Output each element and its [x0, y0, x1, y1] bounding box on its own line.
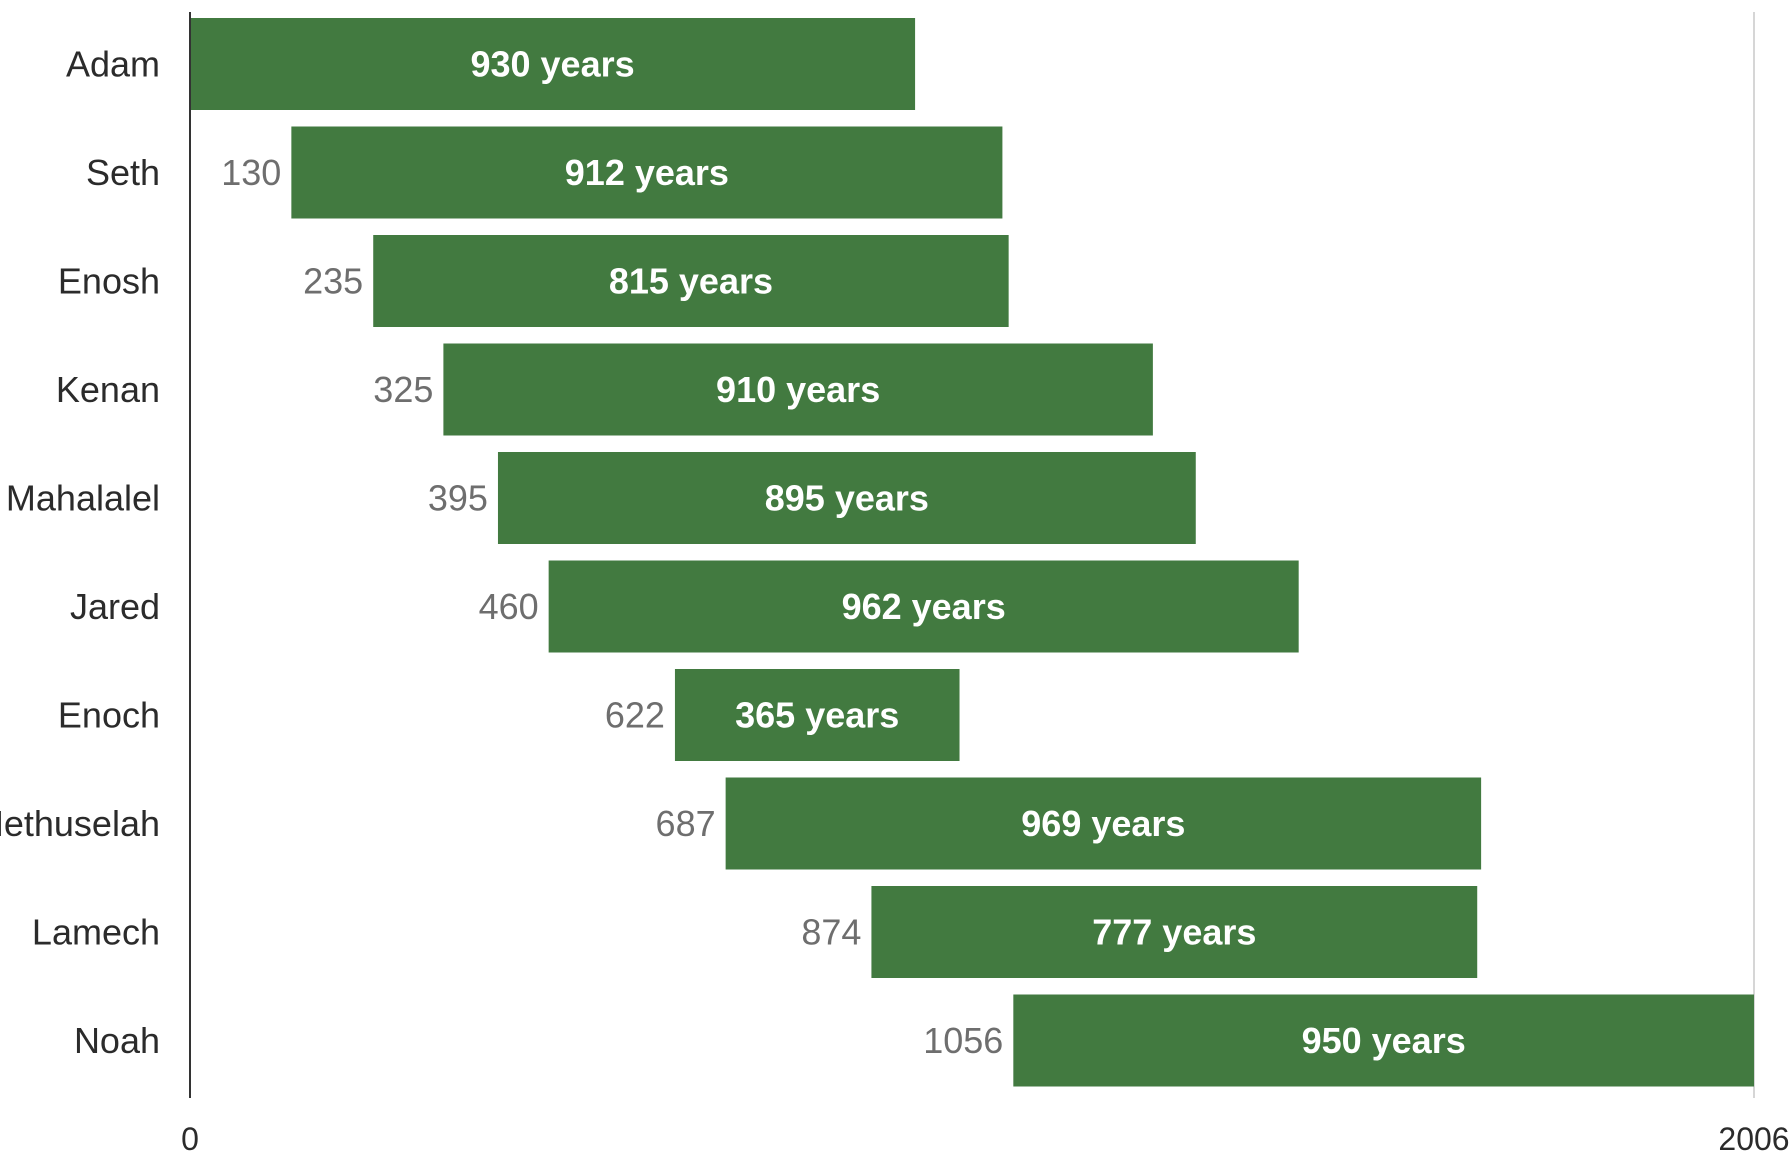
duration-value-label: 815 years	[609, 261, 773, 302]
start-value-label: 1056	[923, 1020, 1003, 1061]
bar	[674, 669, 960, 761]
bar	[291, 126, 1003, 219]
duration-value-label: 365 years	[735, 695, 899, 736]
duration-labels-group: 930 years 912 years 815 years 910 years 895 …	[470, 44, 1465, 1062]
duration-value-label: 930 years	[470, 44, 634, 85]
start-value-label: 460	[479, 586, 539, 627]
category-label: Methuselah	[0, 803, 160, 844]
duration-value-label: 962 years	[842, 586, 1006, 627]
bar	[190, 18, 916, 110]
duration-value-label: 912 years	[565, 152, 729, 193]
bar	[1013, 994, 1754, 1087]
duration-value-label: 969 years	[1021, 803, 1185, 844]
bar	[725, 777, 1482, 870]
duration-value-label: 777 years	[1092, 912, 1256, 953]
category-label: Enoch	[58, 695, 160, 736]
category-label: Mahalalel	[6, 478, 160, 519]
start-value-label: 235	[303, 261, 363, 302]
bar	[548, 560, 1299, 653]
bar	[443, 343, 1153, 436]
category-label: Kenan	[56, 369, 160, 410]
category-label: Noah	[74, 1020, 160, 1061]
start-value-label: 622	[605, 695, 665, 736]
category-label: Adam	[66, 44, 160, 85]
start-value-label: 874	[801, 912, 861, 953]
start-value-label: 325	[373, 369, 433, 410]
category-label: Enosh	[58, 261, 160, 302]
category-labels-group: Adam Seth Enosh Kenan Mahalalel Jared Enoch Met…	[0, 44, 160, 1062]
x-tick-label: 0	[181, 1121, 199, 1157]
category-label: Lamech	[32, 912, 160, 953]
x-tick-label: 2006	[1718, 1121, 1789, 1157]
bar	[373, 235, 1009, 327]
bars-group	[190, 18, 1754, 1087]
start-value-label: 395	[428, 478, 488, 519]
start-value-label: 130	[221, 152, 281, 193]
start-labels-group: 130 235 325 395 460 622 687 874 1056	[221, 152, 1003, 1061]
bar	[497, 452, 1196, 544]
duration-value-label: 895 years	[765, 478, 929, 519]
duration-value-label: 950 years	[1302, 1020, 1466, 1061]
start-value-label: 687	[656, 803, 716, 844]
duration-value-label: 910 years	[716, 369, 880, 410]
bar	[871, 886, 1478, 978]
category-label: Jared	[70, 586, 160, 627]
category-label: Seth	[86, 152, 160, 193]
